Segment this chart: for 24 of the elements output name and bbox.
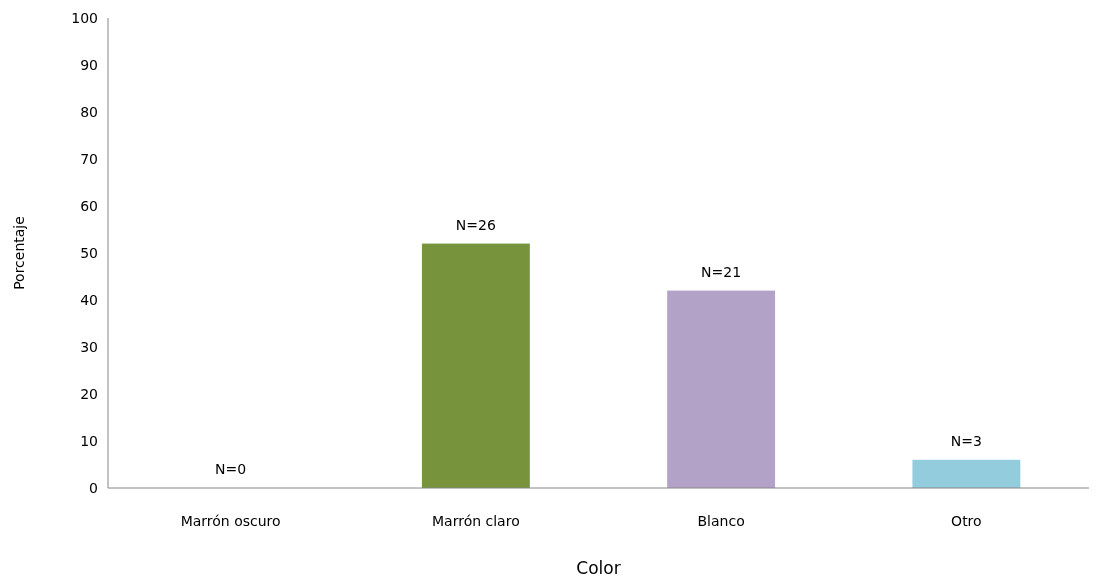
- y-tick-label: 50: [80, 244, 98, 261]
- annotation: N=21: [701, 263, 742, 280]
- annotation: N=0: [215, 461, 247, 477]
- y-tick-label: 60: [80, 197, 98, 214]
- y-tick-label: 10: [80, 432, 98, 449]
- y-tick-label: 0: [89, 479, 98, 496]
- y-tick-label: 70: [80, 150, 98, 167]
- y-tick-label: 20: [80, 385, 98, 402]
- y-tick-label: 40: [80, 291, 98, 308]
- y-tick-label: 30: [80, 338, 98, 355]
- y-axis-title: Porcentaje: [11, 216, 27, 290]
- bar: [421, 243, 530, 488]
- annotation: N=3: [950, 432, 982, 449]
- x-tick-label: Otro: [951, 513, 982, 529]
- annotation: N=26: [455, 216, 496, 233]
- bar: [667, 290, 776, 488]
- x-tick-label: Blanco: [697, 513, 745, 529]
- x-tick-label: Marrón oscuro: [180, 513, 281, 529]
- bar: [912, 459, 1021, 488]
- x-tick-label: Marrón claro: [432, 513, 520, 529]
- y-tick-label: 100: [71, 9, 98, 26]
- y-tick-label: 80: [80, 103, 98, 120]
- x-axis-title: Color: [576, 558, 621, 578]
- y-tick-label: 90: [80, 56, 98, 73]
